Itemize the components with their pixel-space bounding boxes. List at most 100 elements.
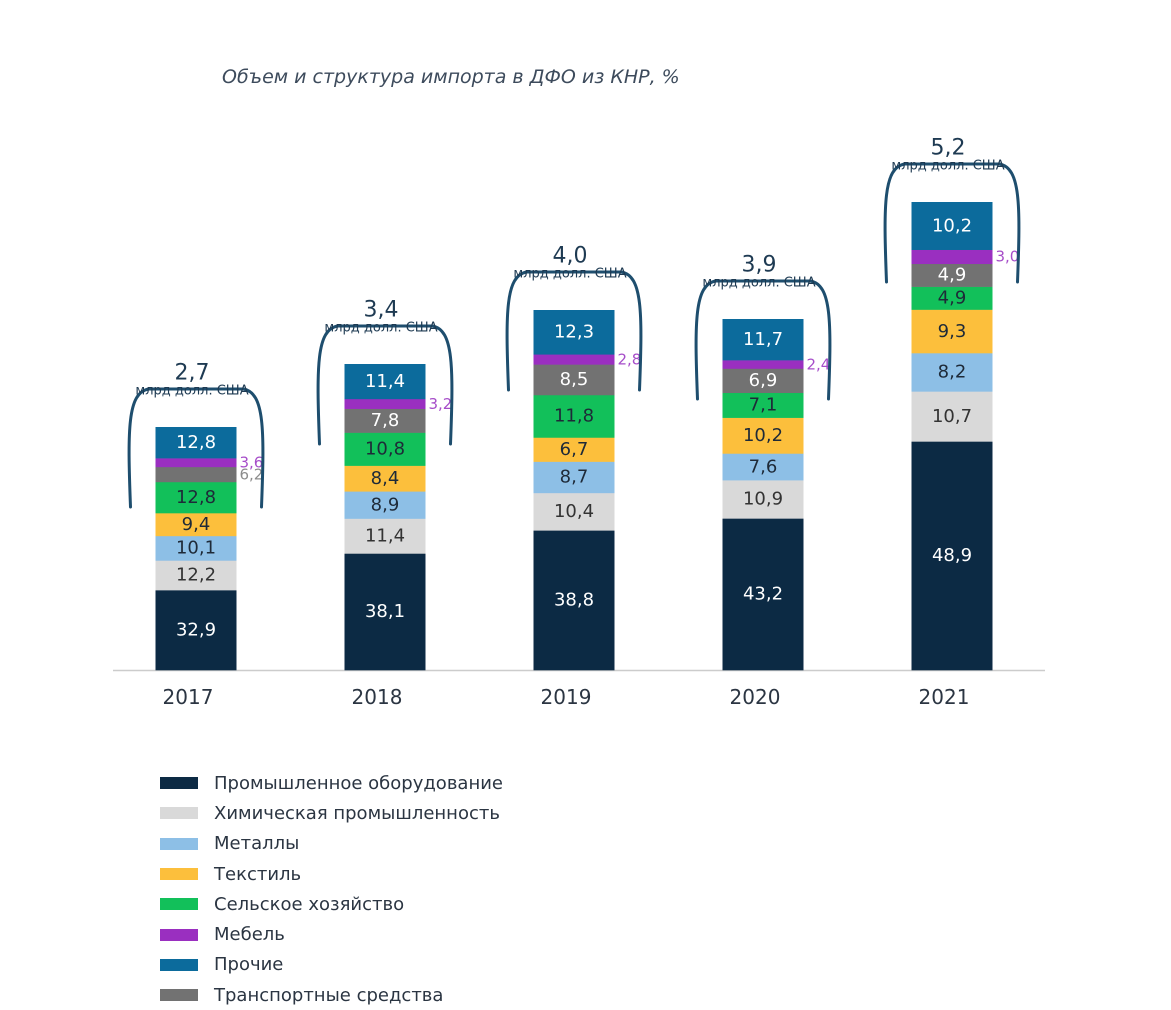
bar-segment-2018-3 bbox=[344, 465, 426, 492]
legend-label: Химическая промышленность bbox=[214, 802, 500, 824]
data-label-2018-3: 8,4 bbox=[371, 468, 400, 489]
data-label-2020-1: 10,9 bbox=[743, 489, 783, 510]
legend-item: Сельское хозяйство bbox=[160, 889, 503, 919]
legend-item: Металлы bbox=[160, 829, 503, 859]
data-label-2018-5: 7,8 bbox=[371, 410, 400, 431]
legend-item: Химическая промышленность bbox=[160, 798, 503, 828]
legend-item: Текстиль bbox=[160, 859, 503, 889]
outside-label-2019-6: 2,8 bbox=[618, 350, 642, 368]
data-label-2018-1: 11,4 bbox=[365, 525, 405, 546]
x-tick-label-2019: 2019 bbox=[541, 685, 592, 709]
bar-segment-2020-0 bbox=[722, 518, 804, 671]
outside-label-2017-5: 6,2 bbox=[240, 465, 264, 483]
bar-segment-2020-6 bbox=[722, 360, 804, 369]
legend-swatch bbox=[160, 837, 198, 850]
data-label-2019-2: 8,7 bbox=[560, 467, 589, 488]
x-tick-label-2021: 2021 bbox=[919, 685, 970, 709]
bar-segment-2020-3 bbox=[722, 417, 804, 454]
bar-segment-2020-1 bbox=[722, 480, 804, 519]
data-label-2019-4: 11,8 bbox=[554, 406, 594, 427]
data-label-2018-4: 10,8 bbox=[365, 439, 405, 460]
legend-label: Промышленное оборудование bbox=[214, 772, 504, 794]
total-bracket-2021 bbox=[883, 162, 1021, 284]
bar-segment-2018-4 bbox=[344, 432, 426, 466]
legend-item: Мебель bbox=[160, 919, 503, 949]
data-label-2018-2: 8,9 bbox=[371, 494, 400, 515]
data-label-2020-5: 6,9 bbox=[749, 370, 778, 391]
bar-segment-2021-6 bbox=[911, 249, 993, 265]
bar-segment-2019-0 bbox=[533, 530, 615, 671]
bar-segment-2021-7 bbox=[911, 202, 993, 250]
legend-swatch bbox=[160, 807, 198, 820]
data-label-2020-7: 11,7 bbox=[743, 329, 783, 350]
bar-segment-2021-3 bbox=[911, 309, 993, 354]
total-bracket-2019 bbox=[505, 270, 643, 392]
chart-title: Объем и структура импорта в ДФО из КНР, … bbox=[222, 66, 680, 88]
data-label-2019-5: 8,5 bbox=[560, 369, 589, 390]
outside-label-2020-6: 2,4 bbox=[807, 355, 831, 373]
total-value-2021: 5,2 bbox=[931, 136, 966, 161]
data-label-2017-1: 12,2 bbox=[176, 565, 216, 586]
bar-segment-2017-1 bbox=[155, 560, 237, 591]
total-unit-2017: млрд долл. США bbox=[135, 384, 248, 399]
legend-swatch bbox=[160, 989, 198, 1002]
bar-segment-2021-4 bbox=[911, 286, 993, 310]
legend-swatch bbox=[160, 928, 198, 941]
legend-label: Мебель bbox=[214, 924, 285, 946]
bar-segment-2018-5 bbox=[344, 408, 426, 433]
data-label-2019-7: 12,3 bbox=[554, 322, 594, 343]
bar-segment-2017-5 bbox=[155, 466, 237, 483]
total-bracket-2018 bbox=[316, 324, 454, 446]
legend-label: Транспортные средства bbox=[214, 984, 444, 1006]
bar-segment-2018-0 bbox=[344, 553, 426, 671]
data-label-2021-3: 9,3 bbox=[938, 321, 967, 342]
bar-segment-2019-3 bbox=[533, 437, 615, 462]
data-label-2020-2: 7,6 bbox=[749, 456, 778, 477]
data-label-2021-2: 8,2 bbox=[938, 362, 967, 383]
bar-segment-2019-2 bbox=[533, 461, 615, 494]
data-label-2017-0: 32,9 bbox=[176, 620, 216, 641]
bar-segment-2019-1 bbox=[533, 492, 615, 531]
total-bracket-2017 bbox=[127, 387, 265, 509]
x-tick-label-2020: 2020 bbox=[730, 685, 781, 709]
data-label-2021-4: 4,9 bbox=[938, 288, 967, 309]
bar-segment-2020-7 bbox=[722, 319, 804, 361]
bar-segment-2017-6 bbox=[155, 458, 237, 468]
bar-segment-2019-5 bbox=[533, 364, 615, 396]
data-label-2017-4: 12,8 bbox=[176, 487, 216, 508]
data-label-2018-0: 38,1 bbox=[365, 601, 405, 622]
bar-segment-2018-7 bbox=[344, 364, 426, 400]
total-bracket-2020 bbox=[694, 279, 832, 401]
data-label-2021-1: 10,7 bbox=[932, 406, 972, 427]
bar-segment-2019-6 bbox=[533, 354, 615, 365]
legend-item: Прочие bbox=[160, 950, 503, 980]
bar-segment-2020-4 bbox=[722, 392, 804, 418]
bar-segment-2019-4 bbox=[533, 394, 615, 438]
data-label-2020-0: 43,2 bbox=[743, 584, 783, 605]
data-label-2020-4: 7,1 bbox=[749, 395, 778, 416]
data-label-2021-7: 10,2 bbox=[932, 215, 972, 236]
data-label-2018-7: 11,4 bbox=[365, 371, 405, 392]
data-label-2020-3: 10,2 bbox=[743, 425, 783, 446]
legend-item: Транспортные средства bbox=[160, 980, 503, 1010]
legend-label: Текстиль bbox=[214, 863, 302, 885]
x-tick-label-2018: 2018 bbox=[352, 685, 403, 709]
chart-legend: Промышленное оборудование Химическая пром… bbox=[160, 768, 503, 1010]
bar-segment-2017-3 bbox=[155, 513, 237, 537]
bar-segment-2018-2 bbox=[344, 491, 426, 519]
total-value-2020: 3,9 bbox=[742, 253, 777, 278]
total-value-2018: 3,4 bbox=[364, 298, 399, 323]
data-label-2019-3: 6,7 bbox=[560, 439, 589, 460]
data-label-2019-1: 10,4 bbox=[554, 501, 594, 522]
total-value-2017: 2,7 bbox=[175, 361, 210, 386]
bar-segment-2017-4 bbox=[155, 481, 237, 514]
data-label-2017-7: 12,8 bbox=[176, 432, 216, 453]
total-unit-2018: млрд долл. США bbox=[324, 321, 437, 336]
legend-label: Металлы bbox=[214, 833, 300, 855]
total-unit-2019: млрд долл. США bbox=[513, 267, 626, 282]
outside-label-2021-6: 3,0 bbox=[996, 248, 1020, 266]
legend-label: Прочие bbox=[214, 954, 284, 976]
legend-swatch bbox=[160, 958, 198, 971]
bar-segment-2018-1 bbox=[344, 518, 426, 554]
